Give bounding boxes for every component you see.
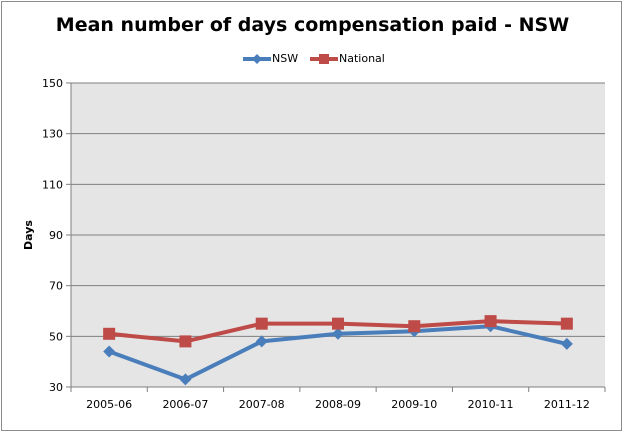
data-point-national xyxy=(484,315,497,328)
x-tick-label: 2010-11 xyxy=(468,398,514,411)
y-axis-label: Days xyxy=(22,220,35,250)
data-point-national xyxy=(408,320,421,333)
legend-marker-nsw xyxy=(243,54,271,64)
chart-title: Mean number of days compensation paid - … xyxy=(55,14,570,36)
data-point-national xyxy=(255,317,268,330)
data-point-national xyxy=(332,317,344,330)
y-tick-label: 130 xyxy=(42,128,63,141)
legend-label-national: National xyxy=(339,52,385,65)
chart-legend: NSW National xyxy=(0,50,625,68)
data-point-nsw xyxy=(332,327,344,340)
x-tick-label: 2007-08 xyxy=(239,398,285,411)
data-point-nsw xyxy=(560,337,573,350)
y-tick-label: 70 xyxy=(49,280,63,293)
x-tick-label: 2008-09 xyxy=(315,398,361,411)
x-tick-label: 2011-12 xyxy=(544,398,590,411)
data-point-nsw xyxy=(255,335,268,348)
legend-item-nsw: NSW xyxy=(242,50,298,68)
y-tick-label: 150 xyxy=(42,77,63,90)
legend-marker-national xyxy=(310,54,338,64)
data-point-nsw xyxy=(103,345,116,358)
y-tick-label: 30 xyxy=(49,381,63,394)
y-tick-label: 110 xyxy=(42,178,63,191)
y-tick-label: 90 xyxy=(49,229,63,242)
x-tick-label: 2009-10 xyxy=(391,398,437,411)
x-tick-label: 2006-07 xyxy=(162,398,208,411)
x-tick-label: 2005-06 xyxy=(86,398,132,411)
data-point-national xyxy=(103,327,116,340)
data-point-nsw xyxy=(179,373,192,386)
legend-label-nsw: NSW xyxy=(272,52,299,65)
data-point-national xyxy=(179,335,192,348)
legend-item-national: National xyxy=(309,50,385,68)
y-tick-label: 50 xyxy=(49,330,63,343)
data-point-national xyxy=(560,317,573,330)
